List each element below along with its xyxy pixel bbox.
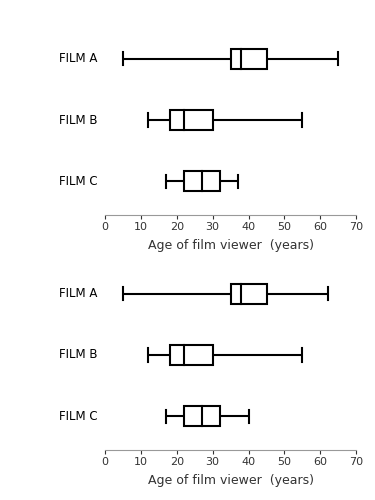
X-axis label: Age of film viewer  (years): Age of film viewer (years) <box>148 239 314 252</box>
Text: FILM B: FILM B <box>59 114 98 126</box>
Bar <box>184 406 220 426</box>
Text: FILM C: FILM C <box>59 175 98 188</box>
Text: FILM B: FILM B <box>59 348 98 362</box>
Bar <box>170 345 213 365</box>
Text: FILM A: FILM A <box>59 287 98 300</box>
X-axis label: Age of film viewer  (years): Age of film viewer (years) <box>148 474 314 487</box>
Bar <box>231 49 267 68</box>
Bar <box>170 110 213 130</box>
Text: FILM C: FILM C <box>59 410 98 423</box>
Text: FILM A: FILM A <box>59 52 98 65</box>
Bar <box>184 172 220 191</box>
Bar <box>231 284 267 304</box>
